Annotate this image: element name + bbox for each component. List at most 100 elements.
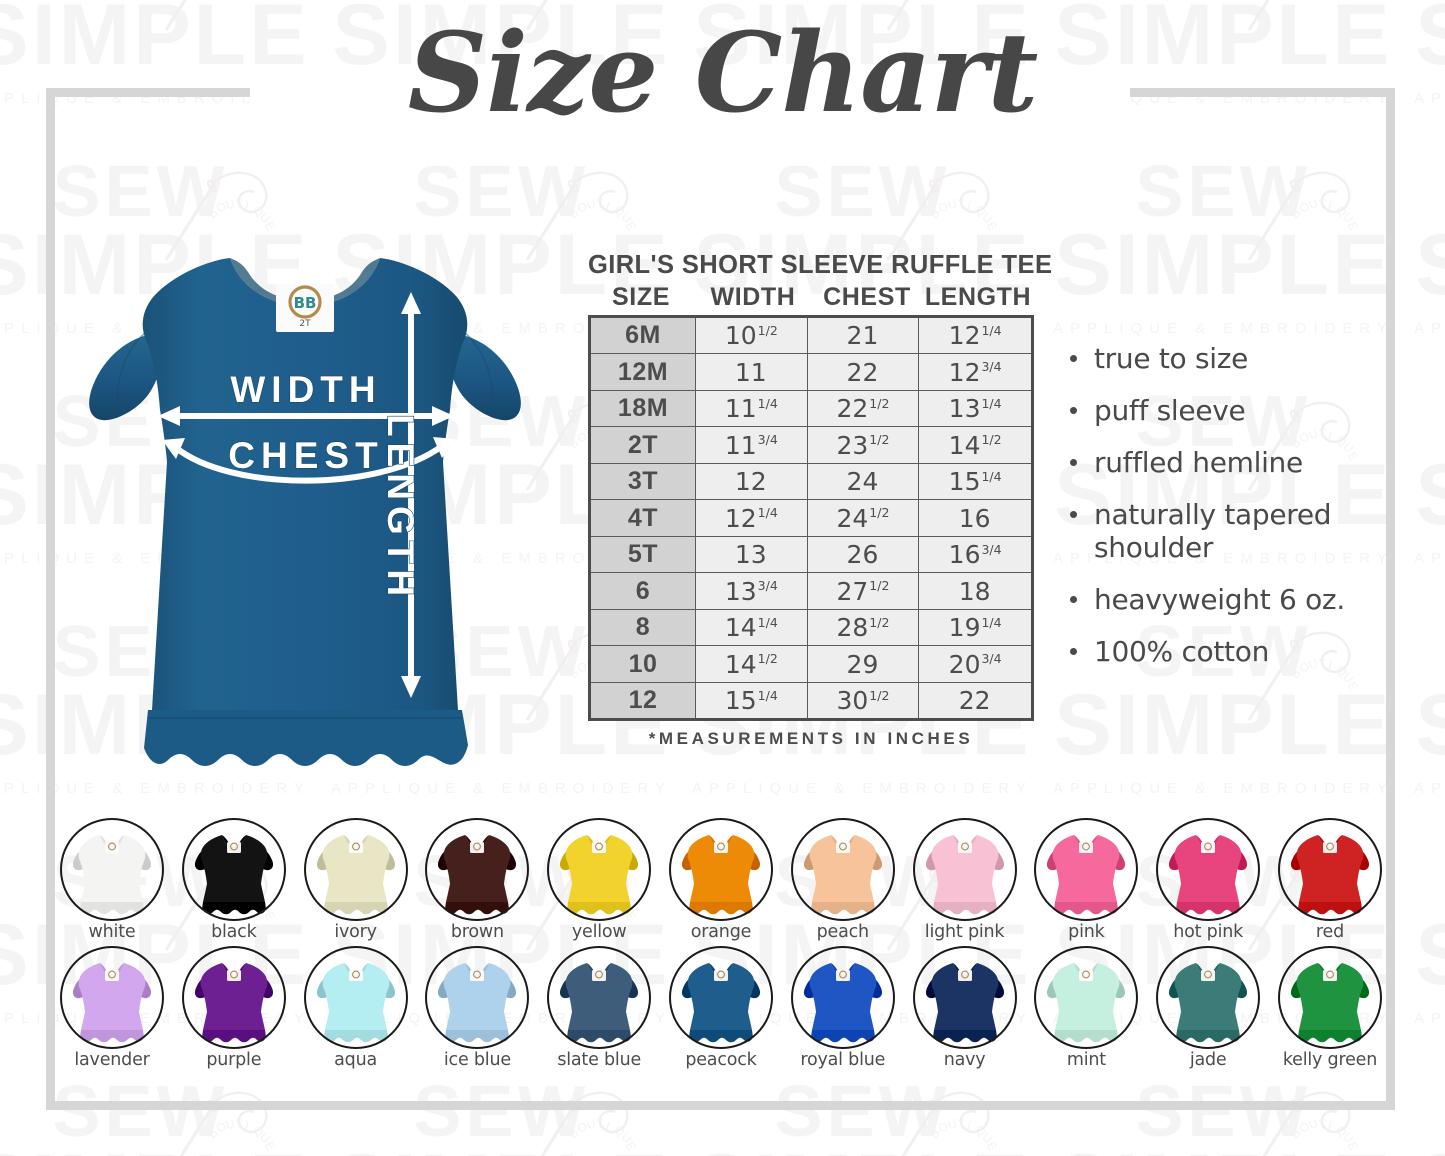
color-swatch[interactable]: ice blue (421, 946, 533, 1070)
value-whole: 16 (958, 503, 991, 533)
swatch-label: red (1315, 922, 1345, 942)
cell-size: 8 (589, 608, 696, 647)
watermark-simple: SIMPLE (682, 1142, 1043, 1156)
neck-tag: BB 2T (276, 284, 334, 332)
color-swatch[interactable]: aqua (300, 946, 412, 1070)
cell-chest: 24 (806, 462, 920, 501)
table-row: 12 151/4 301/2 22 (589, 681, 1033, 721)
value-whole: 10 (724, 321, 757, 351)
table-row: 12M 11 22 123/4 (589, 353, 1033, 391)
value-whole: 21 (846, 321, 879, 351)
color-swatch[interactable]: yellow (543, 818, 655, 942)
color-swatch[interactable]: pink (1030, 818, 1142, 942)
color-swatch[interactable]: mint (1030, 946, 1142, 1070)
cell-size: 12 (589, 681, 696, 721)
watermark-subline: APPLIQUE & EMBROIDERY (692, 780, 1033, 797)
title-frame-mask (250, 86, 1130, 166)
brand-ring (288, 285, 322, 319)
value-whole: 26 (846, 540, 879, 570)
swatch-ring (912, 946, 1017, 1049)
value-fraction: 1/4 (981, 322, 1002, 338)
color-swatch[interactable]: peach (787, 818, 899, 942)
cell-length: 151/4 (918, 462, 1033, 501)
swatch-label: navy (943, 1050, 986, 1070)
swatch-shirt-icon (547, 818, 652, 921)
value-whole: 16 (948, 540, 981, 570)
color-swatch[interactable]: brown (421, 818, 533, 942)
table-row: 4T 121/4 241/2 16 (589, 499, 1033, 537)
brand-initials: BB (294, 294, 317, 312)
value-fraction: 1/4 (981, 468, 1002, 484)
swatch-shirt-icon (425, 818, 530, 921)
color-swatch[interactable]: peacock (665, 946, 777, 1070)
column-header-length: LENGTH (924, 282, 1032, 311)
swatch-label: kelly green (1282, 1050, 1378, 1070)
color-swatch[interactable]: white (56, 818, 168, 942)
cell-size: 2T (589, 426, 696, 464)
watermark-sew: SEW (52, 152, 229, 232)
color-swatch[interactable]: navy (909, 946, 1021, 1070)
swatch-ring (60, 818, 164, 921)
column-header-chest: CHEST (823, 282, 911, 311)
swatch-shirt-icon (1277, 946, 1382, 1049)
value-whole: 29 (846, 649, 879, 679)
swatch-label: brown (450, 922, 504, 942)
swatch-ring (425, 818, 530, 921)
measurement-footnote: *MEASUREMENTS IN INCHES (648, 729, 974, 749)
value-whole: 13 (734, 540, 767, 570)
color-swatch[interactable]: jade (1152, 946, 1264, 1070)
value-fraction: 3/4 (981, 541, 1002, 557)
color-swatch[interactable]: red (1274, 818, 1386, 942)
color-swatch[interactable]: kelly green (1274, 946, 1386, 1070)
cell-chest: 241/2 (806, 499, 920, 537)
feature-item: true to size (1068, 342, 1378, 375)
watermark-sew: SEW (1404, 846, 1445, 918)
value-fraction: 1/4 (757, 614, 778, 630)
color-swatch-row-2: lavender purple aqua ice blue slate blue peac… (56, 946, 1386, 1070)
chest-label: CHEST (228, 435, 383, 476)
value-fraction: 1/4 (981, 395, 1002, 411)
color-swatch[interactable]: light pink (909, 818, 1021, 942)
cell-width: 113/4 (695, 426, 808, 464)
watermark-subline: APPLIQUE & EMBROIDERY (1414, 320, 1445, 337)
width-label: WIDTH (230, 369, 381, 410)
watermark-sew: SEW (1135, 1072, 1312, 1152)
color-swatch[interactable]: purple (178, 946, 290, 1070)
swatch-shirt-icon (1034, 946, 1139, 1049)
size-table-body: 6M 101/2 21 121/4 12M 11 22 123/4 18M 111/4 221/2 1… (589, 315, 1033, 721)
color-swatch[interactable]: ivory (300, 818, 412, 942)
cell-chest: 301/2 (806, 681, 920, 721)
swatch-shirt-icon (60, 818, 164, 921)
tag-size-text: 2T (299, 319, 311, 329)
watermark-subline: APPLIQUE & EMBROIDERY (1053, 320, 1394, 337)
cell-width: 133/4 (695, 572, 808, 610)
swatch-shirt-icon (547, 946, 652, 1049)
swatch-label: peacock (685, 1050, 757, 1070)
swatch-ring (547, 818, 652, 921)
feature-item: ruffled hemline (1068, 446, 1378, 479)
color-swatch[interactable]: lavender (56, 946, 168, 1070)
value-whole: 24 (846, 467, 879, 497)
color-swatch[interactable]: hot pink (1152, 818, 1264, 942)
value-whole: 24 (836, 503, 869, 533)
value-whole: 12 (724, 503, 757, 533)
color-swatch[interactable]: royal blue (787, 946, 899, 1070)
color-swatch[interactable]: black (178, 818, 290, 942)
cell-size: 6 (589, 572, 696, 610)
value-whole: 23 (836, 430, 869, 460)
watermark-sew: SEW (1404, 616, 1445, 688)
color-swatch[interactable]: slate blue (543, 946, 655, 1070)
value-whole: 14 (724, 613, 757, 643)
watermark-simple: SIMPLE (1043, 1142, 1404, 1156)
swatch-label: yellow (571, 922, 627, 942)
swatch-shirt-icon (181, 946, 286, 1049)
swatch-label: peach (816, 922, 870, 942)
cell-size: 4T (589, 499, 696, 537)
color-swatch[interactable]: orange (665, 818, 777, 942)
cell-length: 191/4 (918, 608, 1033, 647)
swatch-ring (303, 818, 408, 921)
watermark-simple: SIMPLE (321, 1142, 682, 1156)
watermark-simple: SIMPLE (1404, 222, 1445, 308)
